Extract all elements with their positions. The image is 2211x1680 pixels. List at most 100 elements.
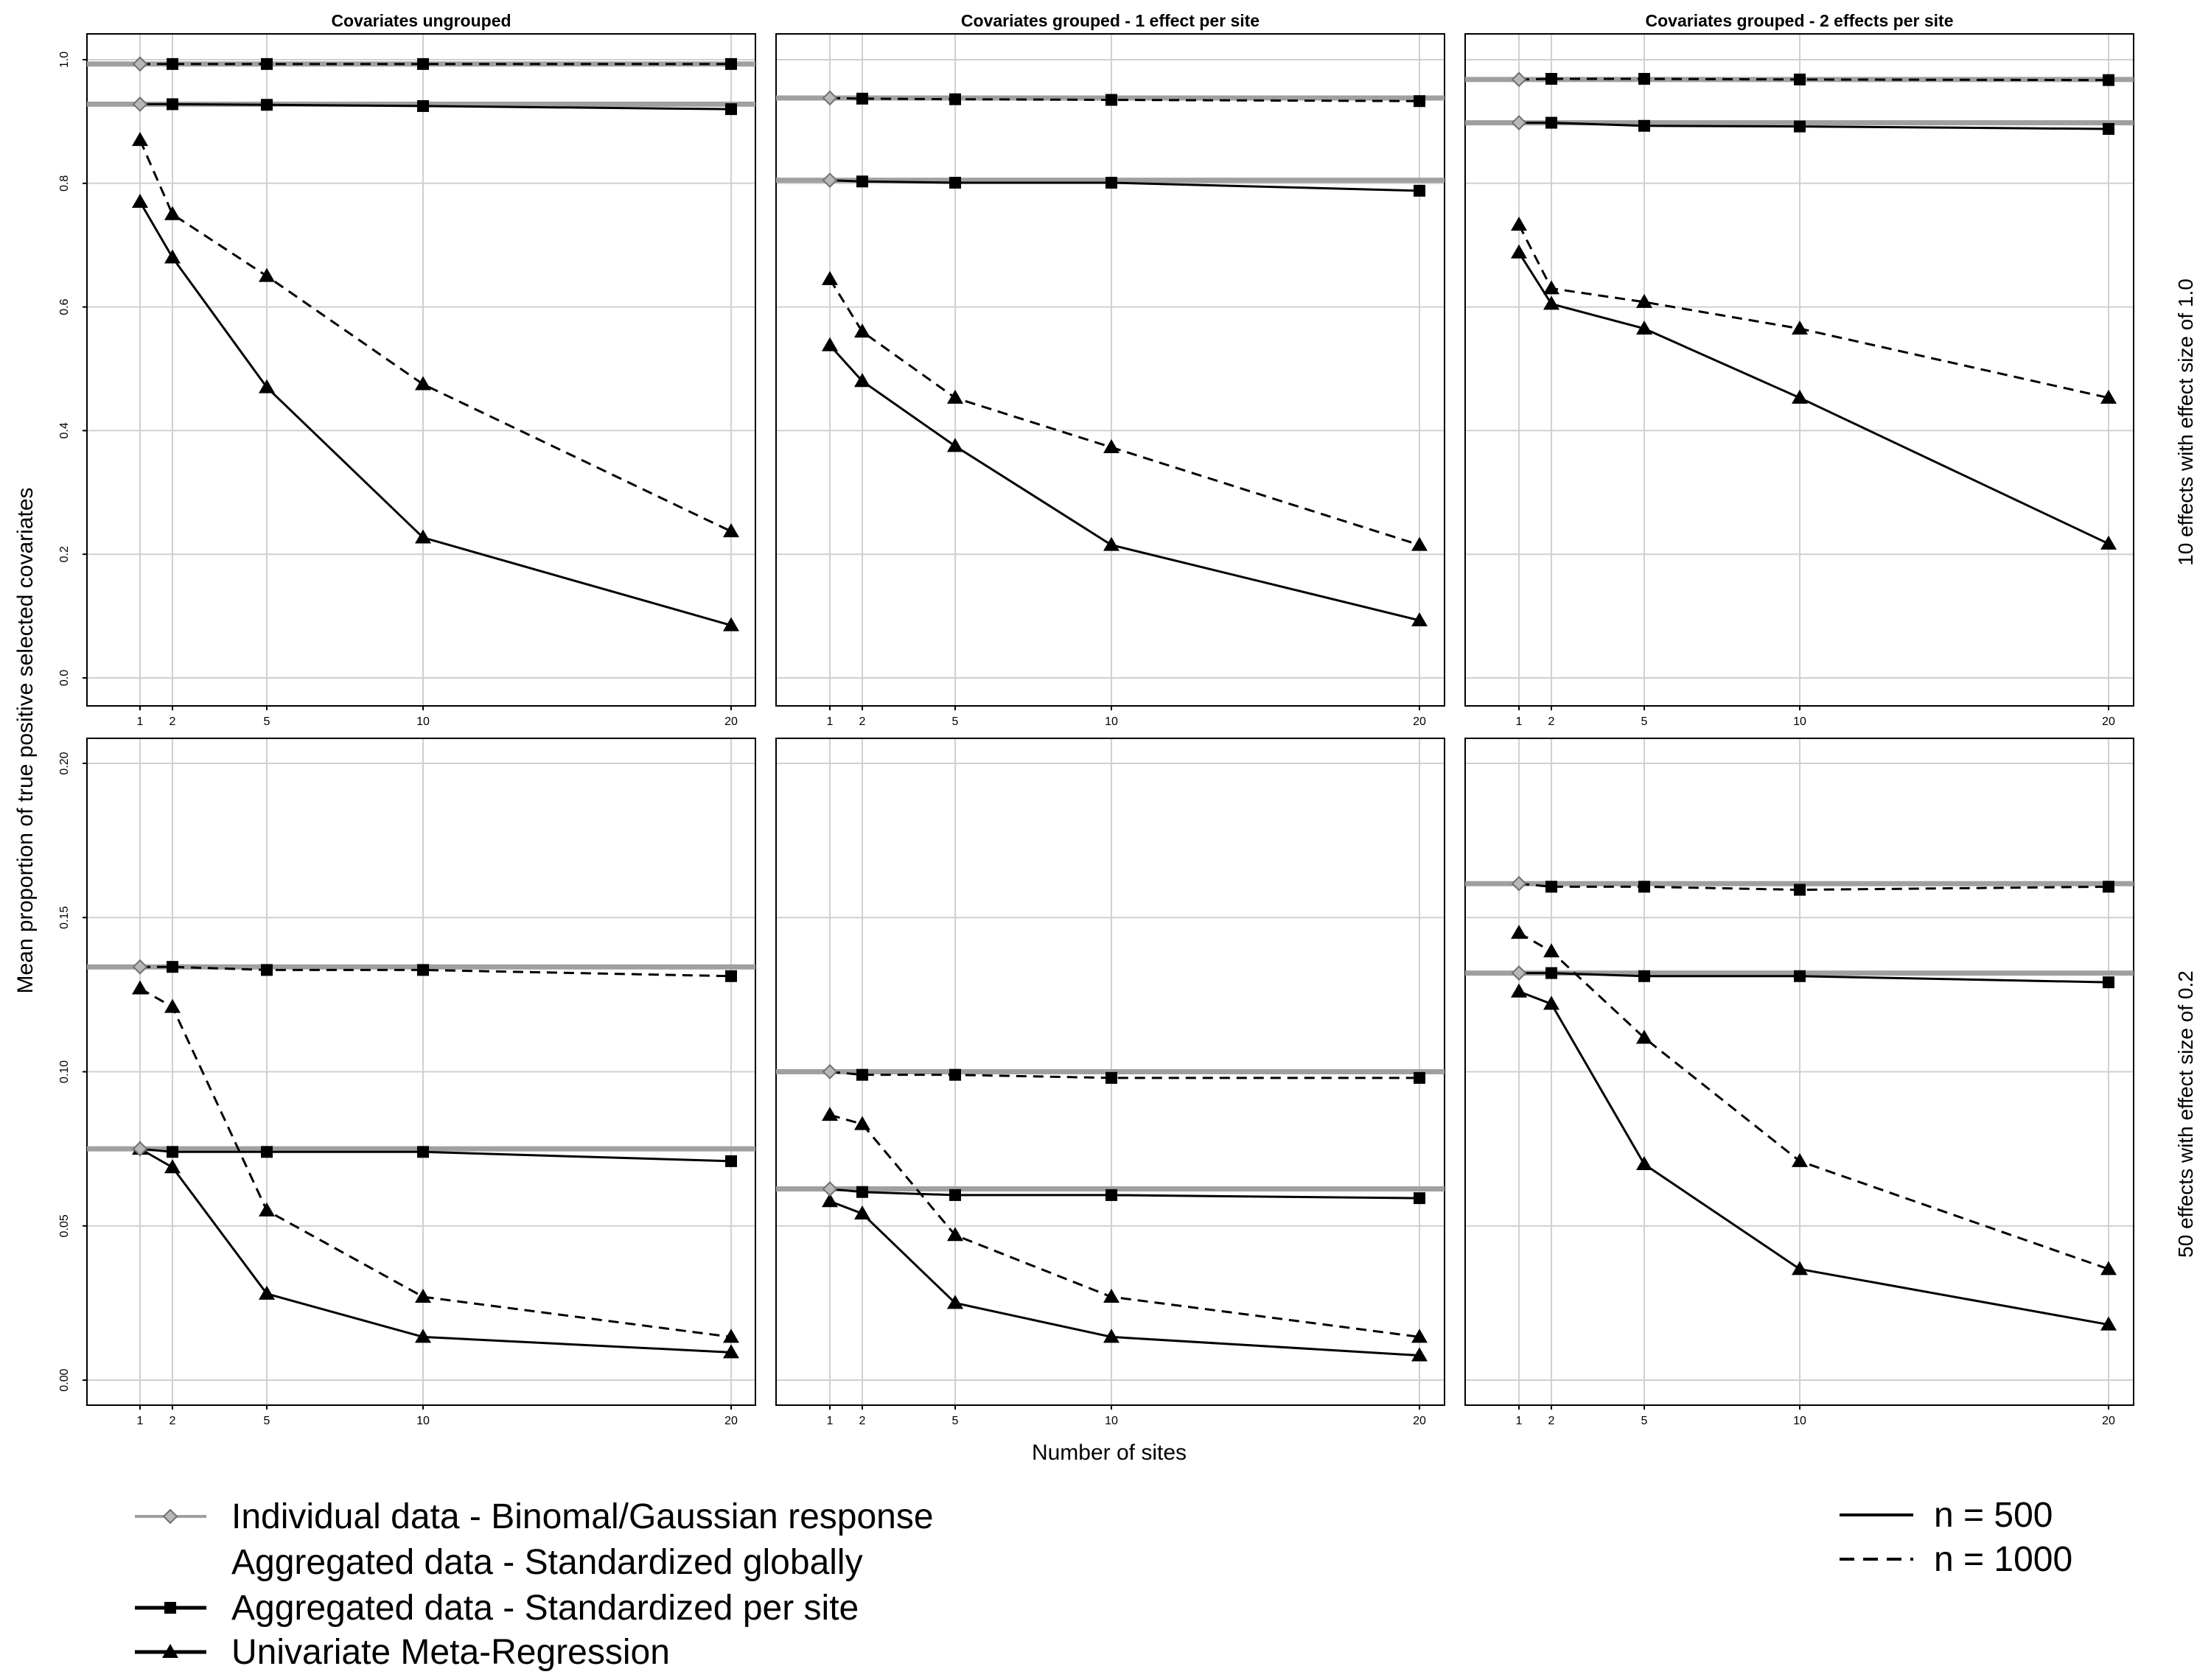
legend-item: Aggregated data - Standardized globally	[231, 1543, 863, 1582]
triangle-marker	[1636, 293, 1652, 308]
triangle-marker	[2100, 1316, 2117, 1331]
square-marker	[949, 1068, 961, 1081]
triangle-marker	[415, 529, 431, 544]
square-marker	[167, 1146, 178, 1158]
square-marker	[2103, 976, 2114, 989]
square-marker	[1638, 73, 1650, 85]
x-axis-title: Number of sites	[1032, 1441, 1187, 1465]
individual-data-marker	[132, 56, 148, 72]
legend-label: Univariate Meta-Regression	[231, 1633, 670, 1672]
triangle-marker	[2100, 535, 2117, 550]
square-marker	[725, 103, 737, 116]
y-tick-label: 0.4	[58, 422, 71, 438]
individual-data-marker	[822, 1064, 838, 1079]
square-marker	[1545, 116, 1557, 129]
square-marker	[417, 964, 429, 976]
x-tick-label: 10	[1793, 715, 1806, 728]
y-tick-label: 0.2	[58, 546, 71, 562]
triangle-marker	[415, 1329, 431, 1343]
triangle-marker	[164, 998, 181, 1013]
legend-size-item: n = 1000	[1840, 1540, 2072, 1579]
series-line-meta-regression-n1000	[828, 279, 1420, 547]
series-line-meta-regression-n500	[139, 1147, 732, 1354]
triangle-marker	[723, 1344, 739, 1359]
square-marker	[1414, 95, 1425, 108]
x-tick-label: 2	[170, 715, 176, 728]
square-marker	[856, 175, 868, 188]
triangle-marker	[415, 376, 431, 391]
triangle-marker	[1792, 389, 1808, 404]
square-marker	[1106, 94, 1117, 106]
x-tick-label: 1	[827, 715, 834, 728]
y-tick-label: 0.00	[58, 1368, 71, 1391]
square-marker	[949, 1189, 961, 1201]
triangle-marker	[1511, 244, 1527, 259]
triangle-marker	[259, 1202, 275, 1217]
triangle-marker	[164, 1159, 181, 1174]
panel-r0-c0: 1 2 5 10 20 0.0 0.2 0.4 0.6 0.8 1.0	[58, 33, 756, 728]
square-marker	[417, 57, 429, 70]
triangle-marker	[259, 267, 275, 282]
triangle-marker	[132, 132, 148, 147]
square-marker	[1794, 73, 1806, 85]
y-tick-label: 1.0	[58, 52, 71, 68]
square-marker	[949, 93, 961, 105]
square-marker	[2103, 881, 2114, 893]
individual-data-marker	[822, 1181, 838, 1197]
triangle-marker	[854, 323, 870, 338]
triangle-marker	[1511, 217, 1527, 231]
square-marker	[1414, 1071, 1425, 1084]
legend-size-item: n = 500	[1840, 1496, 2053, 1535]
square-marker	[725, 970, 737, 982]
x-tick-label: 10	[416, 1415, 430, 1427]
legend-marker	[162, 1644, 178, 1658]
x-tick-label: 2	[859, 715, 866, 728]
x-tick-label: 20	[724, 1415, 738, 1427]
x-tick-label: 5	[952, 1415, 959, 1427]
triangle-marker	[947, 438, 963, 452]
series-line-meta-regression-n1000	[1518, 931, 2109, 1270]
row-label-bottom: 50 effects with effect size of 0.2	[2174, 970, 2197, 1258]
triangle-marker	[947, 1295, 963, 1309]
triangle-marker	[723, 617, 739, 631]
legend-size-label: n = 1000	[1934, 1540, 2072, 1579]
series-line-meta-regression-n1000	[1517, 224, 2109, 399]
triangle-marker	[854, 373, 870, 388]
triangle-marker	[1636, 1029, 1652, 1044]
x-tick-label: 1	[827, 1415, 834, 1427]
individual-data-marker	[1511, 115, 1527, 130]
x-tick-label: 2	[170, 1415, 176, 1427]
triangle-marker	[1411, 536, 1428, 551]
x-tick-label: 20	[1413, 1415, 1426, 1427]
x-tick-label: 20	[2102, 715, 2115, 728]
x-tick-label: 10	[1105, 1415, 1118, 1427]
triangle-marker	[1511, 925, 1527, 939]
triangle-marker	[1411, 1329, 1428, 1343]
y-tick-label: 0.20	[58, 752, 71, 774]
triangle-marker	[822, 270, 838, 285]
square-marker	[856, 1186, 868, 1198]
triangle-marker	[1636, 1156, 1652, 1171]
triangle-marker	[1792, 1261, 1808, 1275]
triangle-marker	[132, 193, 148, 208]
triangle-marker	[1511, 983, 1527, 998]
square-marker	[1638, 881, 1650, 893]
panel-r1-c2: 1 2 5 10 20	[1464, 738, 2134, 1427]
series-line-meta-regression-n500	[829, 1200, 1420, 1357]
square-marker	[167, 57, 178, 70]
x-tick-label: 1	[137, 715, 144, 728]
square-marker	[1414, 184, 1425, 197]
x-tick-label: 2	[1548, 1415, 1555, 1427]
legend-marker	[162, 1508, 178, 1525]
legend-item: Individual data - Binomal/Gaussian respo…	[135, 1497, 934, 1536]
legend-item: Univariate Meta-Regression	[135, 1633, 670, 1672]
triangle-marker	[1103, 1329, 1120, 1343]
triangle-marker	[1543, 295, 1559, 310]
x-tick-label: 1	[137, 1415, 144, 1427]
square-marker	[725, 57, 737, 70]
square-marker	[1414, 1192, 1425, 1205]
triangle-marker	[723, 523, 739, 538]
square-marker	[1106, 1071, 1117, 1084]
square-marker	[1794, 883, 1806, 896]
square-marker	[261, 964, 273, 976]
